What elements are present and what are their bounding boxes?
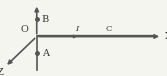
Text: O: O (21, 25, 28, 34)
Text: A: A (42, 49, 49, 58)
Text: I: I (75, 25, 78, 33)
Text: Z: Z (0, 68, 3, 76)
Text: B: B (42, 15, 49, 23)
Text: C: C (105, 25, 112, 33)
Text: Y: Y (34, 0, 40, 2)
Text: X: X (165, 32, 167, 41)
